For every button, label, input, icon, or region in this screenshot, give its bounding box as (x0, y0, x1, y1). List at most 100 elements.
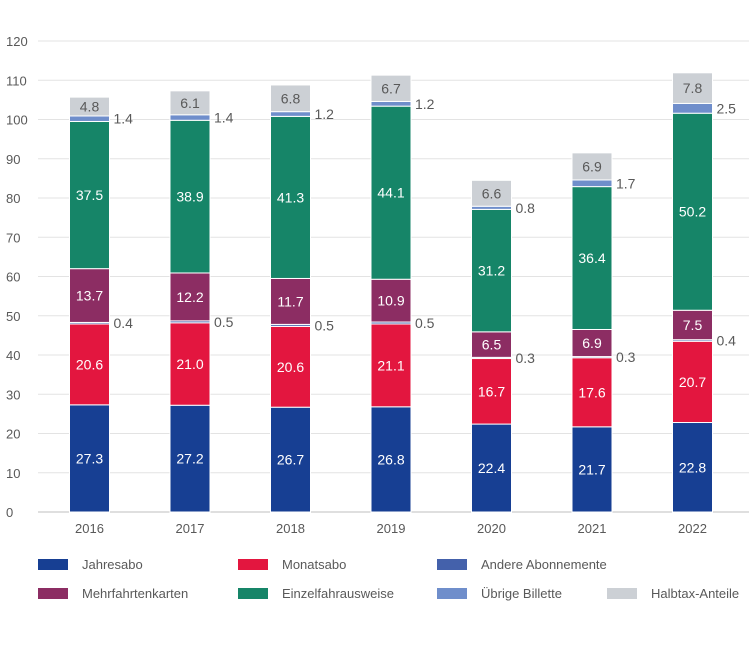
data-label: 6.9 (582, 158, 602, 174)
y-tick-label: 50 (6, 309, 20, 324)
x-tick-label: 2019 (377, 521, 406, 536)
y-tick-label: 0 (6, 505, 13, 520)
data-label: 2.5 (717, 100, 737, 116)
bar-segment (672, 309, 713, 341)
bar-segment (69, 115, 110, 122)
data-label: 1.7 (616, 175, 636, 191)
bar-segment (169, 272, 211, 322)
bar-segment (169, 322, 211, 406)
data-label: 22.8 (679, 459, 706, 475)
bar-segment (169, 119, 211, 274)
bar-segment (471, 179, 512, 207)
legend: Jahresabo Monatsabo Andere Abonnemente M… (0, 552, 749, 612)
bar-segment (672, 102, 713, 114)
legend-label: Einzelfahrausweise (282, 585, 395, 601)
bar-segment (169, 114, 211, 121)
data-label: 1.2 (415, 96, 435, 112)
y-tick-label: 20 (6, 427, 20, 442)
data-label: 6.7 (381, 80, 401, 96)
data-label: 37.5 (76, 187, 103, 203)
y-tick-label: 10 (6, 466, 20, 481)
bar-segment (370, 74, 412, 102)
data-label: 27.3 (76, 450, 103, 466)
legend-label: Mehrfahrtenkarten (82, 585, 189, 601)
y-tick-label: 80 (6, 191, 20, 206)
data-label: 21.1 (377, 357, 404, 373)
data-label: 12.2 (176, 289, 203, 305)
bar-segment (672, 72, 713, 104)
legend-item-uebrige-billette: Übrige Billette (437, 585, 562, 601)
data-label: 27.2 (176, 451, 203, 467)
legend-label: Übrige Billette (481, 585, 562, 601)
data-label: 21.0 (176, 356, 203, 372)
data-label: 22.4 (478, 460, 505, 476)
data-label: 10.9 (377, 293, 404, 309)
x-tick-label: 2020 (477, 521, 506, 536)
bar-segment (471, 358, 512, 425)
y-axis: 0 10 20 30 40 50 60 70 80 90 100 110 120 (6, 34, 28, 520)
bar-segment (471, 331, 512, 358)
legend-label: Halbtax-Anteile (651, 585, 740, 601)
x-tick-label: 2018 (276, 521, 305, 536)
data-label: 0.4 (114, 315, 134, 331)
data-label: 38.9 (176, 189, 203, 205)
bar-segment (69, 404, 110, 513)
legend-item-halbtax-anteile: Halbtax-Anteile (607, 585, 739, 601)
bar-segment (370, 278, 412, 323)
bar-segment (270, 111, 311, 117)
legend-label: Andere Abonnemente (481, 556, 607, 572)
data-label: 1.4 (114, 111, 134, 127)
y-tick-label: 90 (6, 152, 20, 167)
data-label: 11.7 (277, 293, 303, 309)
bar-segment (571, 152, 613, 181)
legend-swatch (607, 587, 637, 599)
bar-segment (270, 84, 311, 113)
bar-segment (270, 325, 311, 408)
legend-swatch (238, 558, 268, 570)
legend-swatch (38, 558, 68, 570)
data-label: 0.3 (616, 349, 636, 365)
y-tick-label: 100 (6, 113, 28, 128)
bar-segment (169, 90, 211, 116)
legend-swatch (38, 587, 68, 599)
data-label: 1.2 (315, 106, 335, 122)
data-label: 0.4 (717, 332, 737, 348)
legend-item-mehrfahrtenkarten: Mehrfahrtenkarten (38, 585, 188, 601)
data-label: 1.4 (214, 110, 234, 126)
bar-segment (471, 423, 512, 513)
x-tick-label: 2021 (578, 521, 607, 536)
data-label: 0.3 (516, 350, 536, 366)
legend-swatch (238, 587, 268, 599)
bar-segment (571, 179, 613, 188)
data-label: 13.7 (76, 288, 103, 304)
data-label: 21.7 (578, 461, 605, 477)
data-label: 26.7 (277, 452, 304, 468)
y-tick-label: 70 (6, 230, 20, 245)
y-tick-label: 110 (6, 73, 27, 88)
bar-segment (69, 96, 110, 117)
data-label: 4.8 (80, 99, 100, 115)
bar-segment (270, 406, 311, 513)
bars: 27.3 20.6 0.4 13.7 37.5 1.4 4.8 27.2 21.0 0.5 12.2… (69, 72, 737, 513)
legend-swatch (437, 558, 467, 570)
bar-segment (270, 115, 311, 279)
data-label: 20.7 (679, 374, 706, 390)
bar-segment (69, 120, 110, 270)
data-label: 36.4 (578, 250, 605, 266)
data-label: 20.6 (76, 356, 103, 372)
data-label: 0.8 (516, 200, 536, 216)
bar-segment (571, 357, 613, 428)
y-tick-label: 60 (6, 270, 20, 285)
bar-segment (69, 268, 110, 323)
legend-swatch (437, 587, 467, 599)
bar-segment (672, 340, 713, 424)
data-label: 0.5 (214, 314, 234, 330)
data-label: 6.6 (482, 185, 502, 201)
data-label: 31.2 (478, 263, 505, 279)
data-label: 20.6 (277, 359, 304, 375)
legend-label: Jahresabo (82, 556, 143, 572)
data-label: 7.8 (683, 80, 703, 96)
data-label: 50.2 (679, 204, 706, 220)
y-tick-label: 30 (6, 387, 20, 402)
bar-segment (69, 323, 110, 406)
